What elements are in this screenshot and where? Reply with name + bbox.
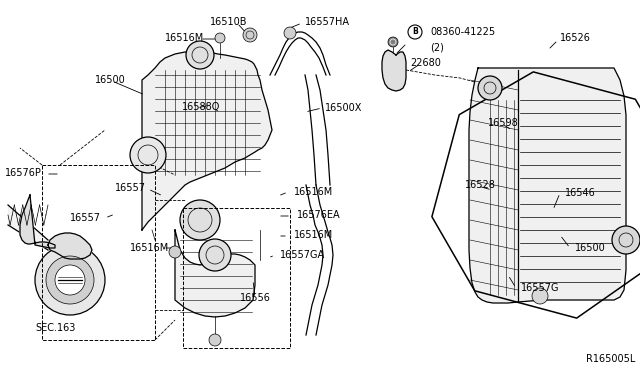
Circle shape	[55, 265, 85, 295]
Circle shape	[180, 200, 220, 240]
Text: 08360-41225: 08360-41225	[430, 27, 495, 37]
Bar	[42, 165, 155, 340]
Circle shape	[186, 41, 214, 69]
Circle shape	[284, 27, 296, 39]
Circle shape	[35, 245, 105, 315]
Text: 16557G: 16557G	[521, 283, 559, 293]
Circle shape	[130, 137, 166, 173]
Text: 16500: 16500	[575, 243, 605, 253]
Text: 16516M: 16516M	[130, 243, 169, 253]
Text: B: B	[412, 28, 418, 36]
Text: 16556: 16556	[240, 293, 271, 303]
Text: 16598: 16598	[488, 118, 519, 128]
Text: 16510B: 16510B	[210, 17, 248, 27]
Text: 16557HA: 16557HA	[305, 17, 350, 27]
Text: 16557: 16557	[115, 183, 146, 193]
Text: 16557GA: 16557GA	[280, 250, 325, 260]
Polygon shape	[48, 233, 92, 259]
Text: 16576EA: 16576EA	[297, 210, 340, 220]
Polygon shape	[469, 68, 626, 303]
Text: 16588Q: 16588Q	[182, 102, 220, 112]
Text: (2): (2)	[430, 42, 444, 52]
Circle shape	[169, 246, 181, 258]
Bar	[183, 208, 290, 348]
Circle shape	[243, 28, 257, 42]
Text: 22680: 22680	[410, 58, 441, 68]
Circle shape	[46, 256, 94, 304]
Text: 16557: 16557	[70, 213, 101, 223]
Text: 16516M: 16516M	[165, 33, 204, 43]
Circle shape	[199, 239, 231, 271]
Text: 16546: 16546	[565, 188, 596, 198]
Text: 16528: 16528	[465, 180, 496, 190]
Text: R165005L: R165005L	[586, 354, 635, 364]
Circle shape	[532, 288, 548, 304]
Circle shape	[612, 226, 640, 254]
Text: 16500X: 16500X	[325, 103, 362, 113]
Polygon shape	[175, 230, 255, 317]
Circle shape	[215, 33, 225, 43]
Text: 16516M: 16516M	[294, 230, 333, 240]
Polygon shape	[382, 50, 406, 91]
Circle shape	[478, 76, 502, 100]
Text: 16526: 16526	[560, 33, 591, 43]
Text: 16576P: 16576P	[5, 168, 42, 178]
Polygon shape	[20, 195, 55, 248]
Polygon shape	[142, 52, 272, 230]
Text: 16516M: 16516M	[294, 187, 333, 197]
Text: 16500: 16500	[95, 75, 125, 85]
Text: SEC.163: SEC.163	[35, 323, 76, 333]
Circle shape	[388, 37, 398, 47]
Circle shape	[209, 334, 221, 346]
